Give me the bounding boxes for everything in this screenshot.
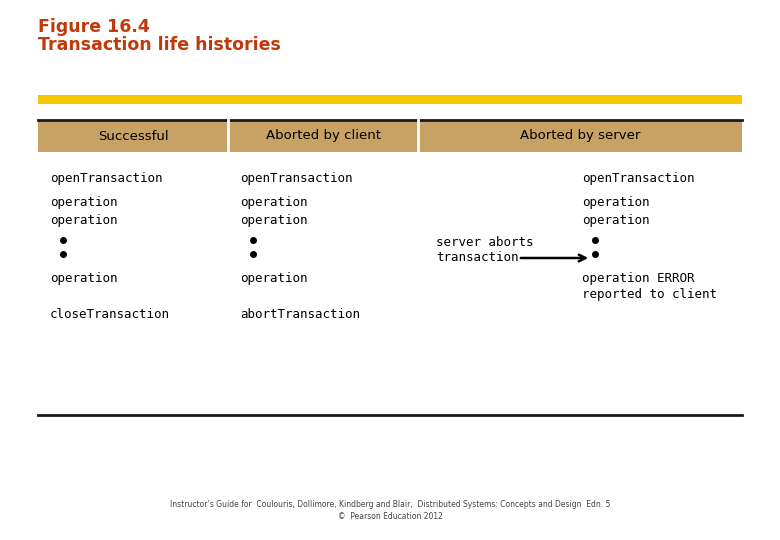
Text: operation: operation bbox=[240, 214, 307, 227]
Text: Aborted by client: Aborted by client bbox=[265, 130, 381, 143]
Text: abortTransaction: abortTransaction bbox=[240, 308, 360, 321]
Text: closeTransaction: closeTransaction bbox=[50, 308, 170, 321]
Text: Successful: Successful bbox=[98, 130, 168, 143]
Bar bbox=[38, 120, 742, 152]
Text: transaction: transaction bbox=[436, 251, 519, 264]
Text: Figure 16.4: Figure 16.4 bbox=[38, 18, 150, 36]
Text: operation: operation bbox=[50, 196, 118, 209]
Text: openTransaction: openTransaction bbox=[582, 172, 694, 185]
Text: operation: operation bbox=[582, 196, 650, 209]
Text: operation: operation bbox=[240, 196, 307, 209]
Text: operation: operation bbox=[240, 272, 307, 285]
Text: openTransaction: openTransaction bbox=[50, 172, 162, 185]
Text: Instructor’s Guide for  Coulouris, Dollimore, Kindberg and Blair,  Distributed S: Instructor’s Guide for Coulouris, Dollim… bbox=[170, 500, 610, 509]
Text: server aborts: server aborts bbox=[436, 236, 534, 249]
Text: Transaction life histories: Transaction life histories bbox=[38, 36, 281, 54]
Text: ©  Pearson Education 2012: © Pearson Education 2012 bbox=[338, 512, 442, 521]
Bar bbox=[38, 95, 742, 104]
Text: Aborted by server: Aborted by server bbox=[519, 130, 640, 143]
Text: operation: operation bbox=[50, 214, 118, 227]
Text: reported to client: reported to client bbox=[582, 288, 717, 301]
Text: operation ERROR: operation ERROR bbox=[582, 272, 694, 285]
Text: operation: operation bbox=[50, 272, 118, 285]
Text: operation: operation bbox=[582, 214, 650, 227]
Text: openTransaction: openTransaction bbox=[240, 172, 353, 185]
